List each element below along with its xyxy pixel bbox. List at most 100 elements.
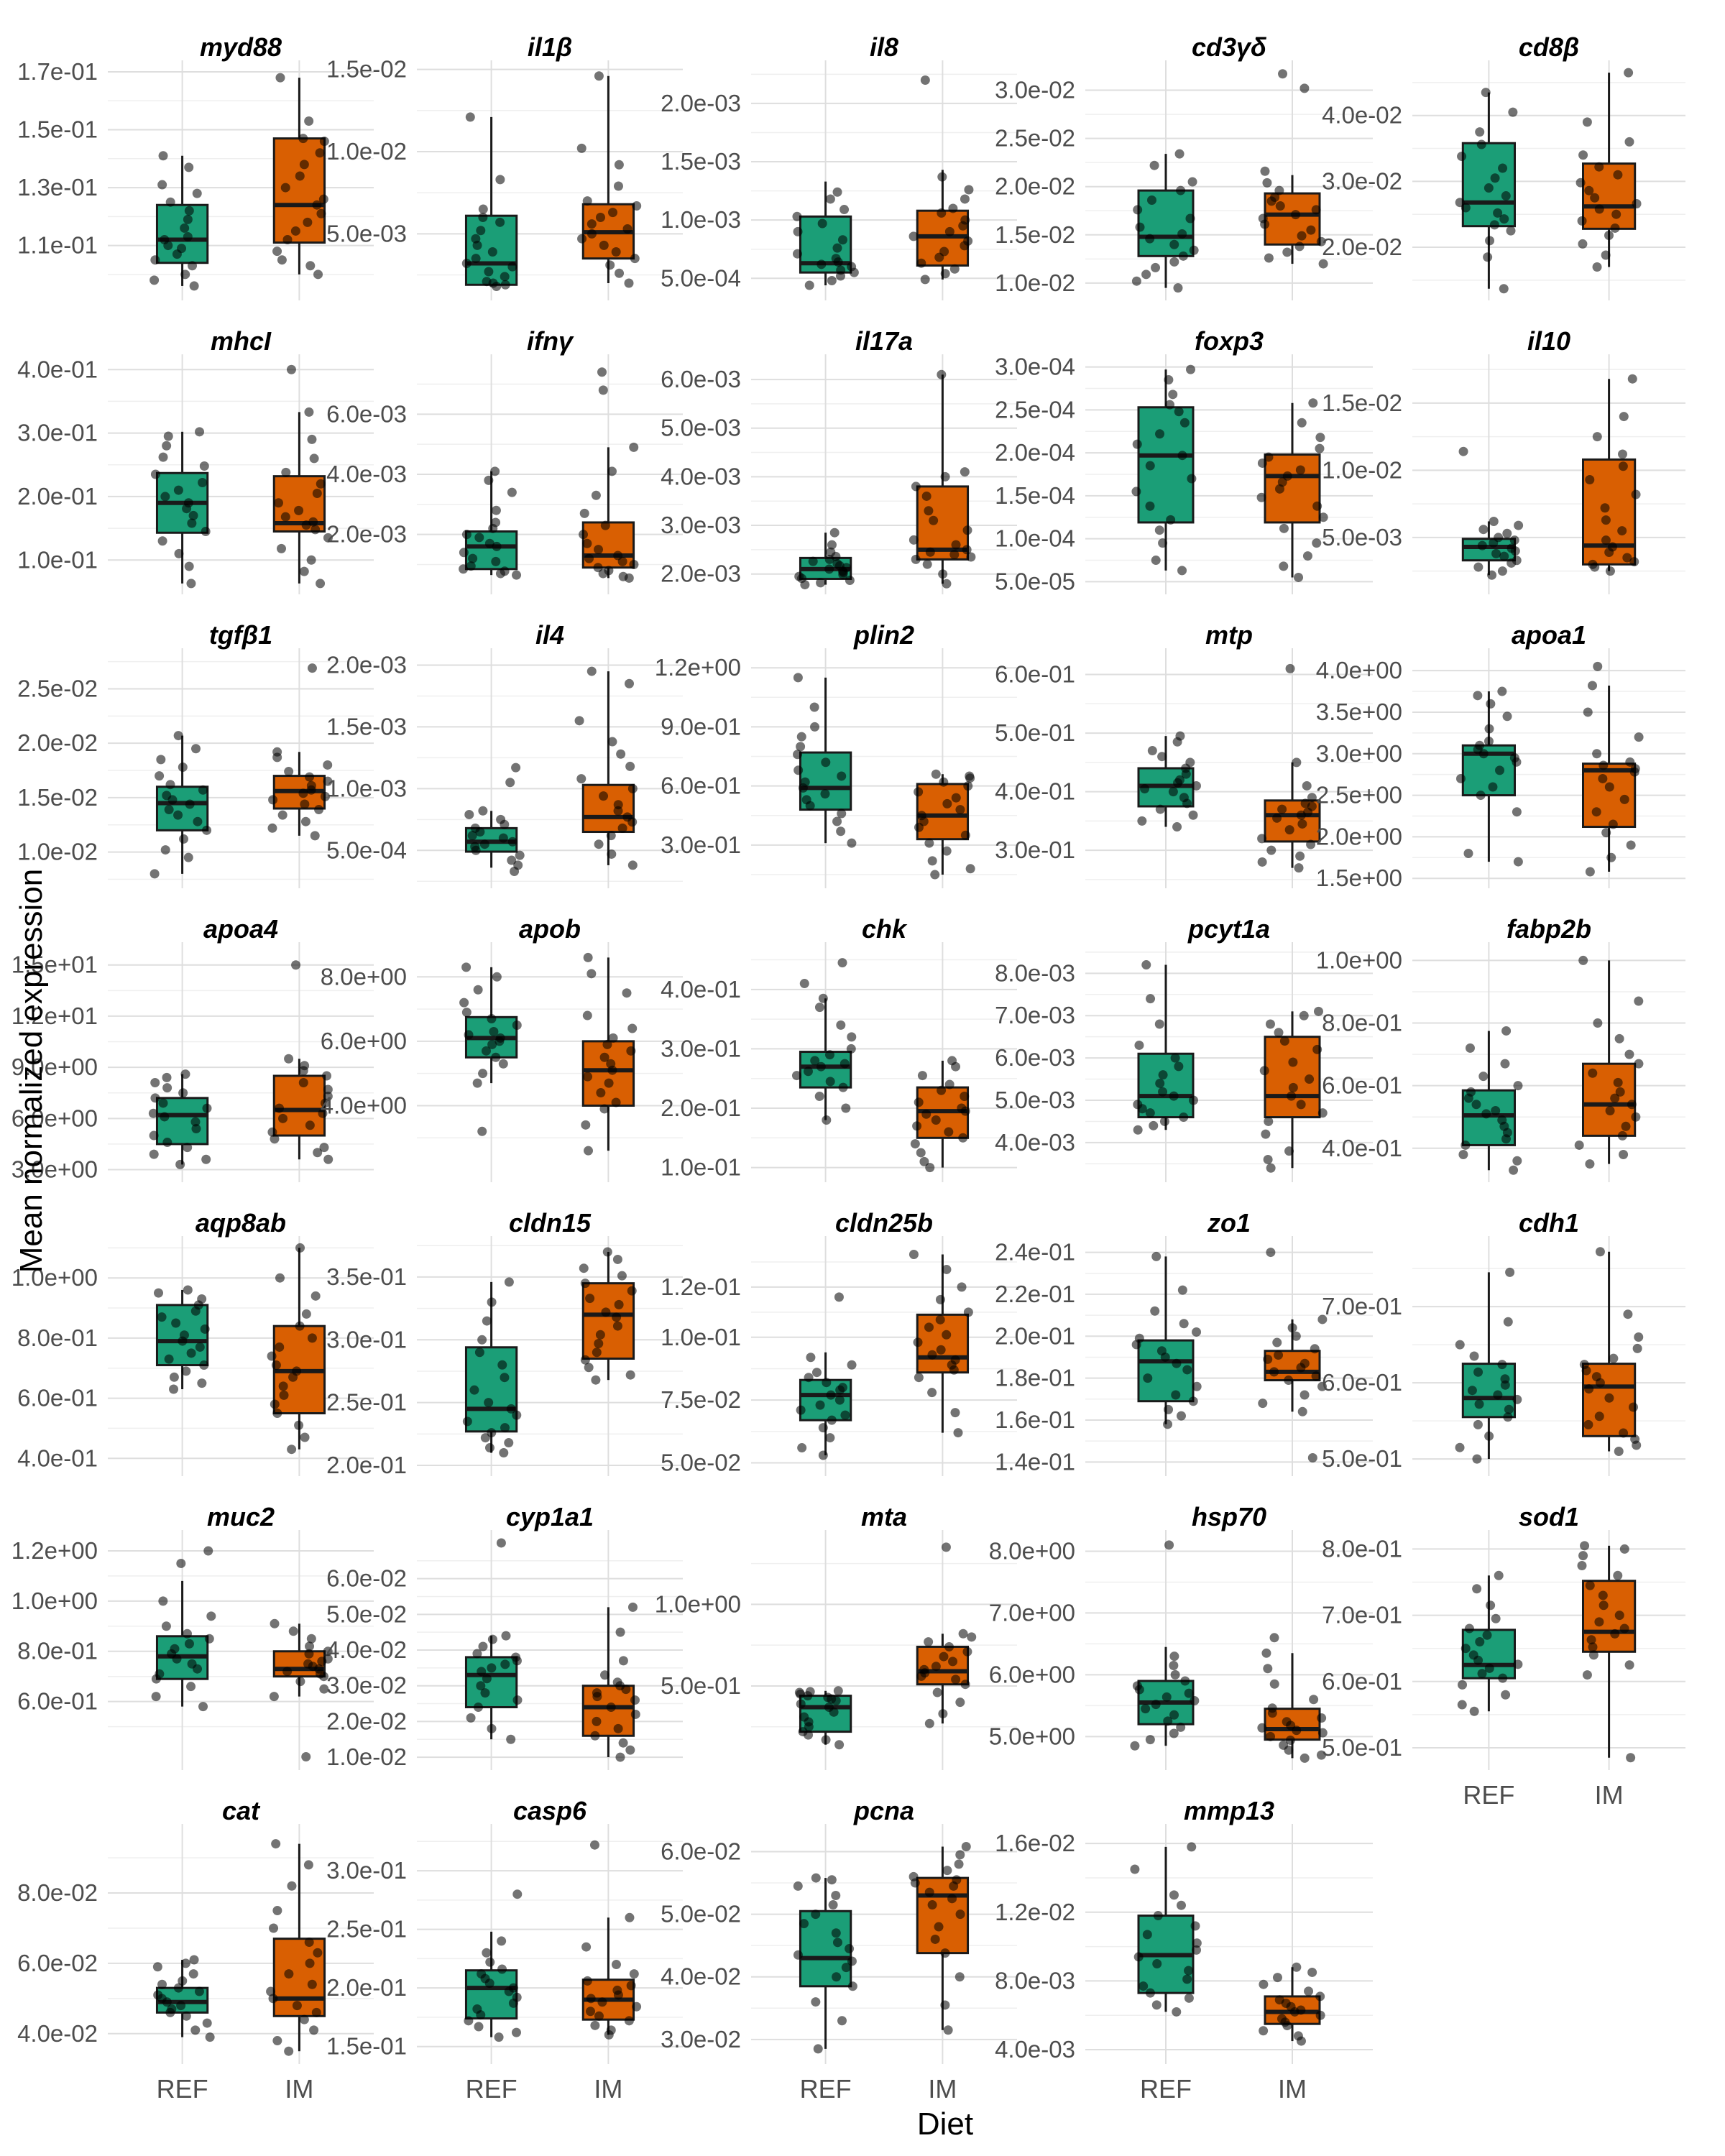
data-point [1497,1360,1507,1370]
data-point [1174,407,1184,417]
data-point [947,1894,957,1904]
data-point [1497,566,1507,576]
data-point [1177,566,1187,576]
data-point [594,1339,604,1349]
data-point [178,1976,188,1986]
data-point [962,545,972,555]
data-point [1147,746,1157,756]
data-point [303,1860,313,1870]
data-point [1498,163,1508,173]
data-point [1604,782,1614,792]
y-tick-label: 1.0e-01 [17,546,98,573]
data-point [512,1020,522,1030]
data-point [917,1071,927,1081]
data-point [316,208,326,218]
data-point [1256,492,1266,502]
data-point [1498,1673,1508,1683]
data-point [1295,465,1305,475]
data-point [1145,501,1155,511]
data-point [624,2016,634,2026]
data-point [1588,1642,1598,1652]
data-point [1275,201,1285,211]
data-point [1574,1140,1584,1150]
data-point [796,742,806,752]
data-point [1261,1648,1271,1658]
data-point [1457,1700,1467,1710]
data-point [318,1108,328,1118]
data-point [314,805,324,815]
data-point [1594,204,1604,214]
data-point [1493,208,1503,218]
data-point [1624,1660,1634,1670]
data-point [1173,283,1183,293]
data-point [1463,849,1473,859]
data-point [291,960,301,970]
data-point [158,1098,168,1108]
data-point [506,1734,516,1744]
data-point [804,1373,814,1383]
data-point [1317,1314,1328,1325]
data-point [1585,1159,1595,1169]
y-tick-label: 2.0e-02 [17,729,98,756]
y-tick-label: 8.0e-03 [995,1967,1075,1994]
data-point [1180,1676,1190,1686]
data-point [487,1663,497,1673]
data-point [474,2022,484,2032]
y-tick-label: 3.0e-01 [661,1035,741,1061]
data-point [911,554,921,564]
y-tick-label: 1.5e-03 [326,713,407,740]
data-point [910,1139,920,1149]
y-tick-label: 1.1e-01 [17,232,98,259]
data-point [1306,225,1316,235]
data-point [1308,398,1318,408]
data-point [187,1659,197,1669]
data-point [832,1972,842,1982]
y-tick-label: 2.0e-02 [1322,234,1402,260]
data-point [796,1405,806,1415]
y-tick-label: 7.0e-01 [1322,1602,1402,1628]
panel-title: plin2 [853,620,914,650]
data-point [158,452,168,462]
data-point [1588,1650,1598,1660]
data-point [1489,220,1499,230]
data-point [1162,1692,1172,1702]
data-point [1132,439,1142,449]
data-point [949,550,960,560]
data-point [1491,548,1501,558]
y-tick-label: 5.0e-02 [326,1600,407,1627]
data-point [268,795,278,805]
data-point [1317,1728,1328,1738]
data-point [837,235,847,245]
y-tick-label: 8.0e-01 [17,1638,98,1664]
data-point [321,1071,331,1081]
y-tick-label: 8.0e+00 [321,963,407,990]
data-point [919,1156,929,1166]
data-point [473,985,483,995]
data-point [1484,183,1494,193]
panel-title: mtp [1205,620,1253,650]
data-point [944,1641,954,1651]
y-tick-label: 6.0e-03 [661,366,741,392]
data-point [618,1738,628,1748]
data-point [507,855,517,865]
data-point [613,1723,623,1733]
data-point [487,1039,497,1049]
data-point [612,1312,622,1322]
data-point [198,785,208,795]
data-point [1316,1750,1326,1760]
data-point [1622,553,1632,563]
data-point [497,1360,507,1370]
data-point [1460,1140,1471,1150]
y-tick-label: 2.5e+00 [1316,782,1402,808]
data-point [1613,170,1623,180]
x-axis-label: Diet [917,2106,973,2142]
data-point [1311,1371,1321,1381]
y-tick-label: 1.0e-01 [661,1324,741,1350]
data-point [597,1997,607,2007]
data-point [473,1703,483,1712]
box-ref [1137,1052,1195,1119]
data-point [834,1395,845,1405]
data-point [960,1091,970,1101]
data-point [937,369,947,379]
data-point [1145,461,1155,471]
